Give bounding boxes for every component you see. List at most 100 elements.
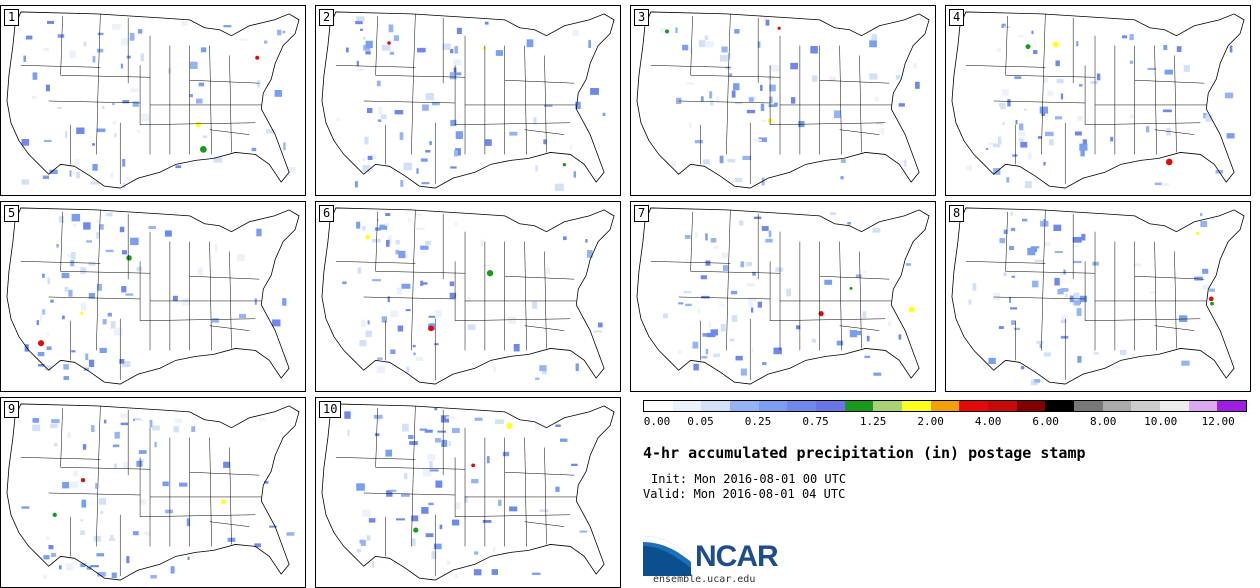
precip-cell xyxy=(895,74,901,80)
precip-cell xyxy=(555,424,561,427)
precip-cell xyxy=(449,281,455,287)
precip-cell xyxy=(42,309,45,315)
precip-cell xyxy=(454,573,458,579)
precip-cell xyxy=(1072,236,1082,243)
precip-cell xyxy=(874,96,879,102)
precip-cell xyxy=(745,262,753,267)
colorbar-swatch xyxy=(930,401,960,411)
precip-cell xyxy=(1092,261,1099,266)
precip-cell xyxy=(394,109,404,115)
precip-cell xyxy=(1043,161,1046,166)
precip-cell xyxy=(1076,308,1082,316)
precip-cell xyxy=(541,371,547,375)
precip-cell xyxy=(498,499,502,507)
precip-cell xyxy=(1002,121,1005,125)
heavy-precip-cell xyxy=(908,306,915,313)
state-boundary xyxy=(455,514,571,517)
precip-cell xyxy=(1121,35,1128,39)
precip-cell xyxy=(356,221,361,229)
country-outline xyxy=(321,207,615,385)
precip-cell xyxy=(196,98,203,104)
precip-cell xyxy=(705,348,709,355)
precip-cell xyxy=(1060,335,1069,339)
precip-cell xyxy=(1063,269,1066,275)
precip-cell xyxy=(573,171,576,178)
precip-cell xyxy=(1202,268,1209,274)
heavy-precip-cell xyxy=(1025,44,1031,50)
state-boundary xyxy=(524,325,565,331)
state-boundary xyxy=(20,65,101,68)
precip-cell xyxy=(1074,131,1082,136)
colorbar-tick-label: 0.25 xyxy=(744,415,772,428)
precip-cell xyxy=(473,569,482,576)
precip-cell xyxy=(342,281,347,285)
precip-cell xyxy=(464,496,468,503)
precip-cell xyxy=(200,47,207,53)
precip-cell xyxy=(367,155,373,160)
precip-cell xyxy=(483,264,491,267)
precip-cell xyxy=(387,296,390,303)
state-boundary xyxy=(60,75,151,78)
precip-cell xyxy=(1166,128,1171,136)
heavy-precip-cell xyxy=(126,255,132,261)
precip-cell xyxy=(786,288,791,297)
precip-cell xyxy=(713,245,719,249)
precip-cell xyxy=(474,551,479,555)
postage-stamp-panel-4: 4 xyxy=(945,5,1251,196)
panel-label: 7 xyxy=(634,205,650,222)
precip-cell xyxy=(1020,366,1025,370)
precip-cell xyxy=(836,340,844,346)
colorbar-swatch xyxy=(873,401,903,411)
precip-cell xyxy=(399,132,404,140)
map-canvas xyxy=(951,207,1245,386)
state-boundary xyxy=(335,65,416,68)
precip-cell xyxy=(91,425,95,433)
precip-cell xyxy=(392,366,399,369)
precip-cell xyxy=(374,227,381,231)
precip-cell xyxy=(96,232,100,239)
precip-cell xyxy=(420,280,424,286)
precip-cell xyxy=(904,159,907,167)
precip-cell xyxy=(150,574,157,579)
precip-cell xyxy=(257,80,261,88)
precip-cell xyxy=(61,272,70,279)
precip-cell xyxy=(1164,69,1174,75)
precip-cell xyxy=(83,222,91,230)
state-boundary xyxy=(60,407,63,468)
precip-cell xyxy=(97,571,106,577)
state-boundary xyxy=(229,251,232,349)
precip-cell xyxy=(154,441,157,448)
colorbar-swatch xyxy=(1160,401,1189,411)
state-boundary xyxy=(1043,209,1046,274)
precip-cell xyxy=(397,325,404,332)
precip-cell xyxy=(381,316,388,323)
precip-cell xyxy=(531,572,541,575)
precip-cell xyxy=(119,359,125,364)
precip-cell xyxy=(429,469,439,472)
precip-cell xyxy=(1011,320,1016,325)
precip-cell xyxy=(429,141,432,146)
state-boundary xyxy=(1134,275,1205,280)
precip-cell xyxy=(272,319,281,327)
colorbar-swatch xyxy=(1074,401,1103,411)
state-boundary xyxy=(98,209,101,274)
precip-cell xyxy=(93,535,101,542)
precip-cell xyxy=(509,506,518,512)
precip-cell xyxy=(403,254,409,260)
heavy-precip-cell xyxy=(818,311,824,317)
postage-stamp-panel-8: 8 xyxy=(945,201,1251,392)
precip-cell xyxy=(678,350,682,355)
precip-cell xyxy=(434,343,439,346)
state-boundary xyxy=(993,296,1086,300)
precip-cell xyxy=(97,32,104,36)
precip-cell xyxy=(684,259,690,262)
precip-cell xyxy=(1060,93,1064,100)
precip-cell xyxy=(762,362,767,366)
precip-cell xyxy=(454,150,458,157)
precip-cell xyxy=(716,96,719,104)
precip-cell xyxy=(683,291,692,294)
precip-cell xyxy=(414,213,422,217)
precip-cell xyxy=(590,88,599,95)
precip-cell xyxy=(1053,224,1062,231)
precip-cell xyxy=(535,377,540,380)
